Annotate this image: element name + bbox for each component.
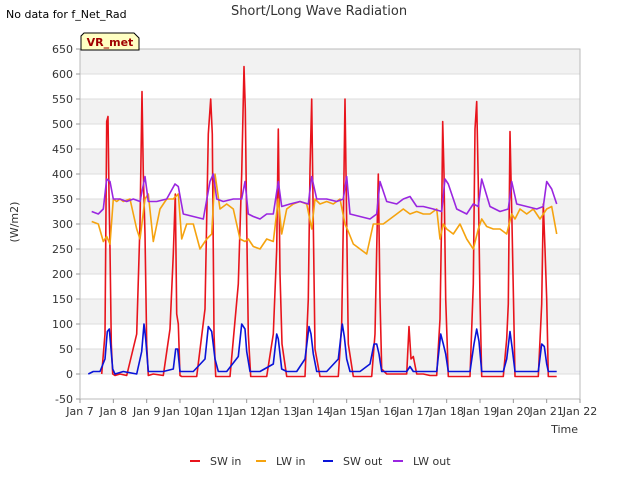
y-tick-label: 50 <box>59 343 73 356</box>
series-line-sw-out <box>87 323 557 375</box>
x-tick-label: Jan 13 <box>262 405 297 418</box>
badge-label: VR_met <box>87 36 134 49</box>
x-tick-label: Jan 16 <box>362 405 397 418</box>
x-tick-label: Jan 8 <box>99 405 127 418</box>
x-axis-label: Time <box>550 423 578 436</box>
y-tick-label: 100 <box>52 318 73 331</box>
series-line-sw-in <box>100 65 557 378</box>
grid-band <box>80 99 580 124</box>
y-tick-label: 200 <box>52 268 73 281</box>
no-data-note: No data for f_Net_Rad <box>6 8 127 21</box>
y-tick-label: 0 <box>66 368 73 381</box>
series-line-lw-out <box>91 173 558 220</box>
x-tick-label: Jan 19 <box>462 405 497 418</box>
chart-title: Short/Long Wave Radiation <box>231 4 407 19</box>
legend: SW in LW in SW out LW out <box>190 455 451 468</box>
grid-band <box>80 74 580 99</box>
plot-area <box>79 48 581 400</box>
grid-band <box>80 274 580 299</box>
grid-band <box>80 249 580 274</box>
x-tick-label: Jan 10 <box>162 405 197 418</box>
grid-band <box>80 174 580 199</box>
y-tick-label: 150 <box>52 293 73 306</box>
y-tick-label: 650 <box>52 43 73 56</box>
y-tick-label: 350 <box>52 193 73 206</box>
y-tick-label: 400 <box>52 168 73 181</box>
badge-box <box>80 32 140 51</box>
grid-band <box>80 324 580 349</box>
y-tick-label: 250 <box>52 243 73 256</box>
legend-label-sw-out: SW out <box>343 455 383 468</box>
y-tick-label: 600 <box>52 68 73 81</box>
grid-band <box>80 224 580 249</box>
legend-label-sw-in: SW in <box>210 455 241 468</box>
x-tick-label: Jan 12 <box>228 405 263 418</box>
grid-band <box>80 49 580 74</box>
x-tick-label: Jan 14 <box>295 405 330 418</box>
x-tick-label: Jan 22 <box>562 405 597 418</box>
y-tick-label: 550 <box>52 93 73 106</box>
legend-label-lw-out: LW out <box>413 455 451 468</box>
x-tick-label: Jan 21 <box>528 405 563 418</box>
y-axis: -50 0 50 100 150 200 250 300 350 400 450 500 550 600 6… <box>52 43 80 406</box>
x-tick-label: Jan 18 <box>428 405 463 418</box>
grid-band <box>80 299 580 324</box>
y-axis-label: (W/m2) <box>8 202 21 243</box>
x-tick-label: Jan 17 <box>395 405 430 418</box>
y-tick-label: 450 <box>52 143 73 156</box>
x-tick-label: Jan 15 <box>328 405 363 418</box>
x-tick-label: Jan 20 <box>495 405 530 418</box>
series-line-lw-in <box>91 173 558 255</box>
y-tick-label: -50 <box>55 393 73 406</box>
x-tick-label: Jan 9 <box>132 405 160 418</box>
legend-label-lw-in: LW in <box>276 455 306 468</box>
x-tick-label: Jan 7 <box>65 405 93 418</box>
grid-band <box>80 149 580 174</box>
y-tick-label: 500 <box>52 118 73 131</box>
grid-band <box>80 124 580 149</box>
y-tick-label: 300 <box>52 218 73 231</box>
grid-band <box>80 374 580 399</box>
vr-met-badge: VR_met <box>80 32 140 51</box>
x-tick-label: Jan 11 <box>195 405 230 418</box>
